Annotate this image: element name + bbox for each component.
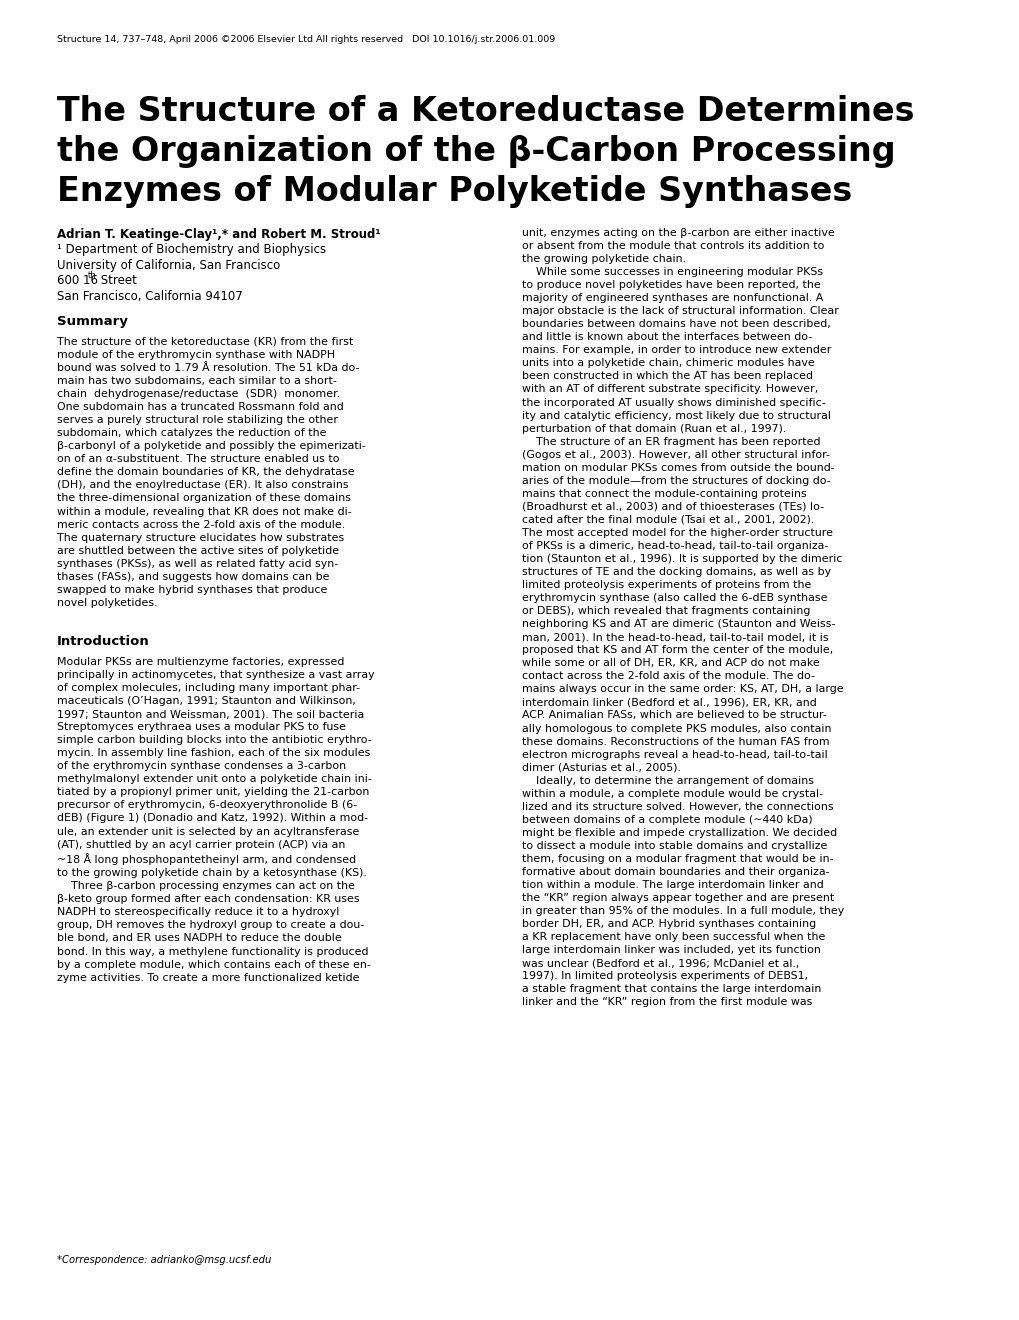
Text: Modular PKSs are multienzyme factories, expressed
principally in actinomycetes, : Modular PKSs are multienzyme factories, … bbox=[57, 657, 374, 982]
Text: The Structure of a Ketoreductase Determines: The Structure of a Ketoreductase Determi… bbox=[57, 95, 914, 128]
Text: Structure 14, 737–748, April 2006 ©2006 Elsevier Ltd All rights reserved   DOI 1: Structure 14, 737–748, April 2006 ©2006 … bbox=[57, 36, 554, 44]
Text: the Organization of the β-Carbon Processing: the Organization of the β-Carbon Process… bbox=[57, 135, 895, 168]
Text: th: th bbox=[88, 271, 97, 280]
Text: ¹ Department of Biochemistry and Biophysics: ¹ Department of Biochemistry and Biophys… bbox=[57, 243, 326, 256]
Text: Summary: Summary bbox=[57, 315, 127, 327]
Text: Street: Street bbox=[97, 275, 137, 288]
Text: University of California, San Francisco: University of California, San Francisco bbox=[57, 259, 280, 272]
Text: Introduction: Introduction bbox=[57, 635, 150, 648]
Text: The structure of the ketoreductase (KR) from the first
module of the erythromyci: The structure of the ketoreductase (KR) … bbox=[57, 337, 366, 607]
Text: *Correspondence: adrianko@msg.ucsf.edu: *Correspondence: adrianko@msg.ucsf.edu bbox=[57, 1255, 271, 1265]
Text: 600 16: 600 16 bbox=[57, 275, 98, 288]
Text: Adrian T. Keatinge-Clay¹,* and Robert M. Stroud¹: Adrian T. Keatinge-Clay¹,* and Robert M.… bbox=[57, 228, 380, 242]
Text: unit, enzymes acting on the β-carbon are either inactive
or absent from the modu: unit, enzymes acting on the β-carbon are… bbox=[522, 228, 844, 1007]
Text: San Francisco, California 94107: San Francisco, California 94107 bbox=[57, 290, 243, 304]
Text: Enzymes of Modular Polyketide Synthases: Enzymes of Modular Polyketide Synthases bbox=[57, 176, 852, 209]
